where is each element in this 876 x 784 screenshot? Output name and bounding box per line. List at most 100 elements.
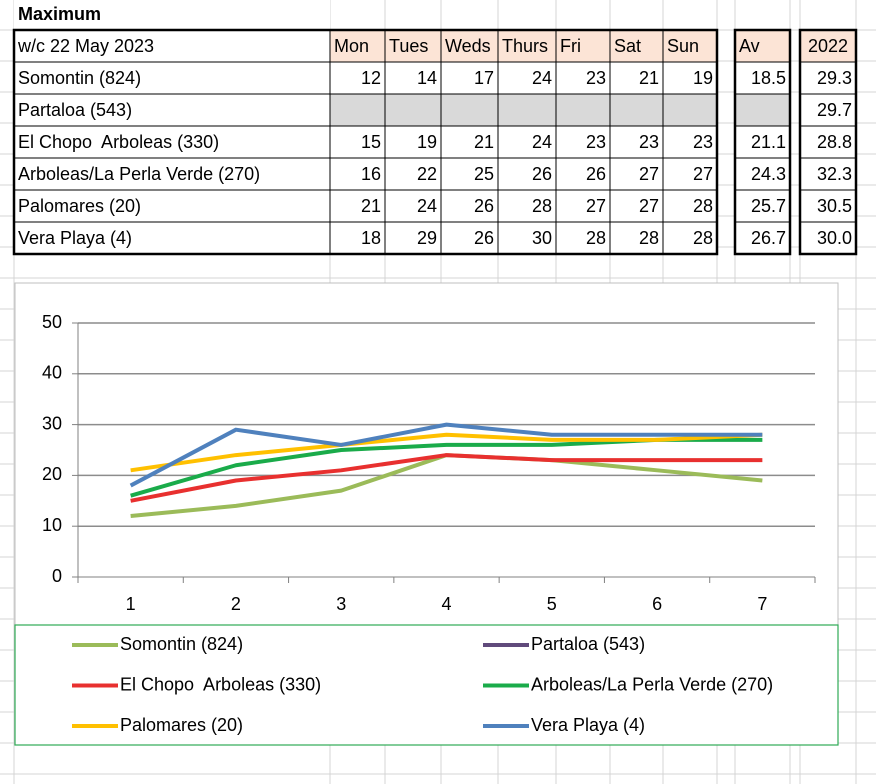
row-label: Somontin (824) xyxy=(18,68,141,88)
row-label: El Chopo Arboleas (330) xyxy=(18,132,219,152)
cell-value: 30 xyxy=(532,228,552,248)
x-tick-label: 3 xyxy=(336,594,346,614)
legend-label: Somontin (824) xyxy=(120,634,243,654)
cell-value: 24 xyxy=(417,196,437,216)
table-cell xyxy=(13,157,331,191)
legend-label: Palomares (20) xyxy=(120,715,243,735)
row-label: Palomares (20) xyxy=(18,196,141,216)
header-label: Av xyxy=(739,36,760,56)
series-line xyxy=(129,422,763,488)
table-cell xyxy=(329,61,386,95)
table-cell xyxy=(555,221,611,255)
table-cell xyxy=(384,157,442,191)
cell-value: 19 xyxy=(417,132,437,152)
cell-value: 16 xyxy=(361,164,381,184)
cell-value: 24 xyxy=(532,68,552,88)
table-cell xyxy=(329,189,386,223)
table-cell xyxy=(329,221,386,255)
cell-value: 21 xyxy=(361,196,381,216)
header-cell xyxy=(662,29,718,63)
legend-label: Partaloa (543) xyxy=(531,634,645,654)
table-cell xyxy=(555,93,611,127)
header-label: Thurs xyxy=(502,36,548,56)
header-label: Mon xyxy=(334,36,369,56)
cell-value: 26 xyxy=(532,164,552,184)
cell-value: 23 xyxy=(586,68,606,88)
cell-value: 25.7 xyxy=(751,196,786,216)
y-tick-label: 10 xyxy=(42,515,62,535)
cell-value: 23 xyxy=(693,132,713,152)
table-cell xyxy=(799,157,857,191)
header-label: w/c 22 May 2023 xyxy=(17,36,154,56)
table-cell xyxy=(662,189,718,223)
row-label: Vera Playa (4) xyxy=(18,228,132,248)
cell-value: 18.5 xyxy=(751,68,786,88)
table-cell xyxy=(329,93,386,127)
legend-label: Arboleas/La Perla Verde (270) xyxy=(531,674,773,694)
table-cell xyxy=(609,125,664,159)
cell-value: 27 xyxy=(639,164,659,184)
x-tick-label: 5 xyxy=(547,594,557,614)
header-cell xyxy=(555,29,611,63)
header-cell xyxy=(329,29,386,63)
cell-value: 29.3 xyxy=(817,68,852,88)
cell-value: 12 xyxy=(361,68,381,88)
y-tick-label: 50 xyxy=(42,312,62,332)
table-cell xyxy=(13,93,331,127)
table-cell xyxy=(329,125,386,159)
table-cell xyxy=(734,93,791,127)
table-cell xyxy=(799,221,857,255)
cell-value: 26 xyxy=(586,164,606,184)
cell-value: 23 xyxy=(586,132,606,152)
table-cell xyxy=(384,189,442,223)
cell-value: 21 xyxy=(474,132,494,152)
table-cell xyxy=(440,189,499,223)
table-cell xyxy=(662,221,718,255)
x-tick-label: 6 xyxy=(652,594,662,614)
series-line xyxy=(130,432,763,473)
cell-value: 23 xyxy=(639,132,659,152)
cell-value: 28.8 xyxy=(817,132,852,152)
cell-value: 22 xyxy=(417,164,437,184)
cell-value: 28 xyxy=(693,228,713,248)
y-tick-label: 30 xyxy=(42,413,62,433)
cell-value: 14 xyxy=(417,68,437,88)
cell-value: 26 xyxy=(474,228,494,248)
x-tick-label: 7 xyxy=(757,594,767,614)
table-title: Maximum xyxy=(18,4,101,24)
cell-value: 28 xyxy=(693,196,713,216)
header-label: Sun xyxy=(667,36,699,56)
table-cell xyxy=(799,93,857,127)
x-tick-label: 4 xyxy=(441,594,451,614)
table-cell xyxy=(734,157,791,191)
table-cell xyxy=(497,189,557,223)
y-tick-label: 40 xyxy=(42,363,62,383)
cell-value: 30.5 xyxy=(817,196,852,216)
table-cell xyxy=(497,61,557,95)
table-cell xyxy=(384,93,442,127)
table-border xyxy=(12,28,719,256)
table-cell xyxy=(440,125,499,159)
header-label: Sat xyxy=(614,36,641,56)
table-cell xyxy=(440,221,499,255)
cell-value: 27 xyxy=(693,164,713,184)
x-tick-label: 2 xyxy=(231,594,241,614)
cell-value: 18 xyxy=(361,228,381,248)
cell-value: 28 xyxy=(586,228,606,248)
table-cell xyxy=(609,157,664,191)
title-cell xyxy=(14,0,330,30)
table-cell xyxy=(440,61,499,95)
table-cell xyxy=(497,93,557,127)
header-label: Weds xyxy=(445,36,491,56)
header-label: Fri xyxy=(560,36,581,56)
table-cell xyxy=(384,61,442,95)
header-label: Tues xyxy=(389,36,428,56)
cell-value: 15 xyxy=(361,132,381,152)
cell-value: 26.7 xyxy=(751,228,786,248)
cell-value: 19 xyxy=(693,68,713,88)
table-border xyxy=(733,28,792,256)
cell-value: 21.1 xyxy=(751,132,786,152)
cell-value: 24.3 xyxy=(751,164,786,184)
table-cell xyxy=(497,125,557,159)
header-label: 2022 xyxy=(808,36,848,56)
